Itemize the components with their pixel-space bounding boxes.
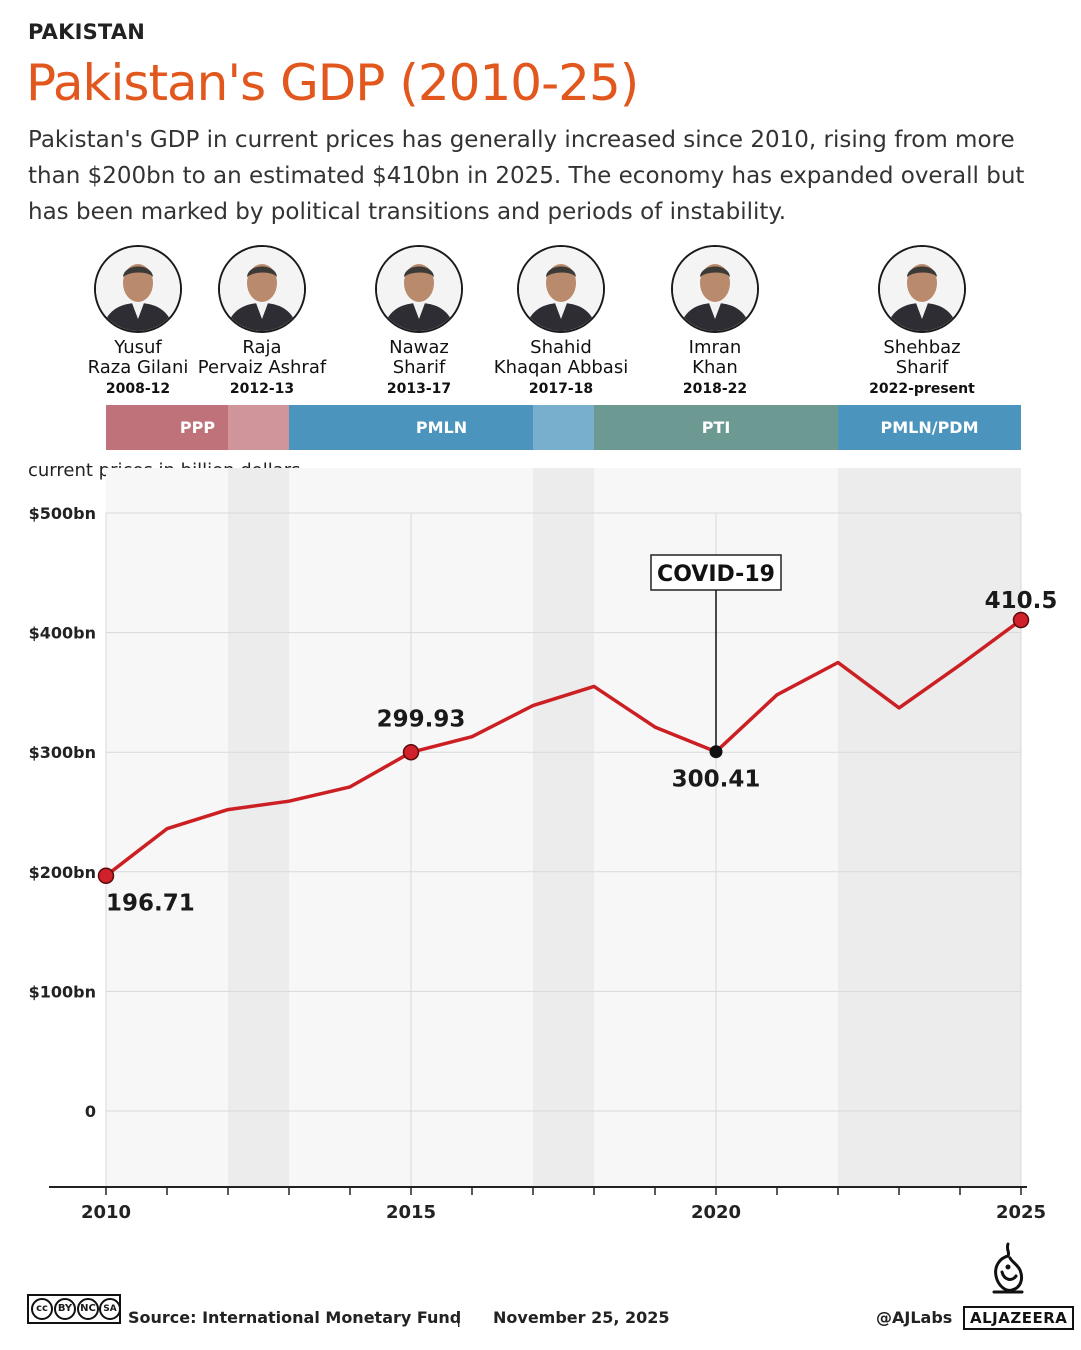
aljazeera-logo-icon <box>986 1242 1030 1302</box>
annotation-label: COVID-19 <box>657 562 775 587</box>
shaded-period <box>228 468 289 1187</box>
leader-term: 2018-22 <box>682 381 748 397</box>
cc-sa-icon: SA <box>99 1298 121 1320</box>
leader-name: Shahid Khaqan Abbasi <box>493 337 629 378</box>
y-tick-label: $200bn <box>29 863 96 882</box>
data-point-marker <box>402 744 420 761</box>
party-segment: PPP <box>106 405 289 450</box>
x-tick-label: 2025 <box>996 1202 1046 1223</box>
brand-wordmark: ALJAZEERA <box>963 1306 1075 1330</box>
data-label: 299.93 <box>377 706 466 732</box>
leader-5: Shehbaz Sharif 2022-present <box>842 245 1002 400</box>
y-tick-label: $500bn <box>29 504 96 523</box>
party-segment: PMLN <box>289 405 594 450</box>
data-label: 300.41 <box>672 767 761 793</box>
data-point-marker <box>97 867 115 884</box>
leader-portrait-icon <box>671 245 759 333</box>
leader-3: Shahid Khaqan Abbasi 2017-18 <box>481 245 641 400</box>
shaded-period <box>533 468 594 1187</box>
chart-title: Pakistan's GDP (2010-25) <box>26 54 639 112</box>
party-transition-highlight <box>533 405 594 450</box>
source-text: Source: International Monetary Fund <box>128 1308 462 1327</box>
x-tick-label: 2015 <box>386 1202 436 1223</box>
kicker: PAKISTAN <box>28 20 146 44</box>
data-label: 196.71 <box>106 891 195 917</box>
party-segment: PTI <box>594 405 838 450</box>
gdp-series-line <box>104 618 1023 878</box>
cc-icon: cc <box>31 1298 53 1320</box>
party-segment: PMLN/PDM <box>838 405 1021 450</box>
leader-term: 2017-18 <box>528 381 594 397</box>
leader-term: 2008-12 <box>105 381 171 397</box>
social-handle: @AJLabs <box>876 1308 953 1327</box>
leader-portrait-icon <box>375 245 463 333</box>
leader-2: Nawaz Sharif 2013-17 <box>339 245 499 400</box>
annotation-box <box>650 554 782 591</box>
party-label: PTI <box>701 418 731 437</box>
leader-4: Imran Khan 2018-22 <box>635 245 795 400</box>
subtitle: Pakistan's GDP in current prices has gen… <box>28 127 1025 225</box>
leader-term: 2022-present <box>869 381 975 397</box>
party-label: PMLN <box>415 418 468 437</box>
shaded-period <box>838 468 1021 1187</box>
leader-portrait-icon <box>517 245 605 333</box>
party-band: PPP PMLN PTI PMLN/PDM <box>106 405 1021 450</box>
leader-portrait-icon <box>94 245 182 333</box>
leader-name: Nawaz Sharif <box>389 337 449 378</box>
party-transition-highlight <box>228 405 289 450</box>
leader-0: Yusuf Raza Gilani 2008-12 <box>58 245 218 400</box>
leader-name: Yusuf Raza Gilani <box>87 337 189 378</box>
footer: cc BY NC SA Source: International Moneta… <box>0 1242 1081 1340</box>
leader-term: 2013-17 <box>386 381 452 397</box>
footer-separator: | <box>456 1308 462 1327</box>
party-label: PPP <box>179 418 216 437</box>
party-label: PMLN/PDM <box>880 418 979 437</box>
y-tick-label: $100bn <box>29 982 96 1001</box>
y-tick-label: $400bn <box>29 624 96 643</box>
leader-portrait-icon <box>218 245 306 333</box>
y-tick-label: $300bn <box>29 743 96 762</box>
leader-1: Raja Pervaiz Ashraf 2012-13 <box>182 245 342 400</box>
cc-by-icon: BY <box>54 1298 76 1320</box>
data-point-marker <box>1012 611 1030 629</box>
leader-name: Shehbaz Sharif <box>883 337 961 378</box>
cc-nc-icon: NC <box>77 1298 99 1320</box>
leader-name: Raja Pervaiz Ashraf <box>197 337 327 378</box>
x-tick-label: 2010 <box>81 1202 131 1223</box>
x-tick-label: 2020 <box>691 1202 741 1223</box>
data-label: 410.5 <box>985 588 1058 614</box>
y-tick-label: 0 <box>85 1102 96 1121</box>
leader-portrait-icon <box>878 245 966 333</box>
creative-commons-badge: cc BY NC SA <box>27 1294 121 1324</box>
publish-date: November 25, 2025 <box>493 1308 670 1327</box>
leader-name: Imran Khan <box>688 337 742 378</box>
data-point-marker <box>709 745 723 759</box>
leader-term: 2012-13 <box>229 381 295 397</box>
gdp-line-chart: 0 $100bn $200bn $300bn $400bn $500bn 2010 2015 2… <box>29 468 1058 1223</box>
